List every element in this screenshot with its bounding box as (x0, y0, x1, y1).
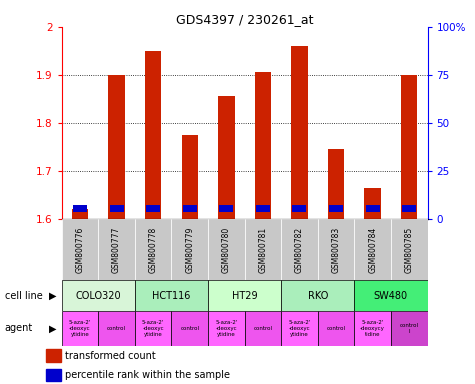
Bar (255, 73, 271, 219)
Bar (318, 311, 354, 346)
Bar (62, 311, 98, 346)
Text: GSM800776: GSM800776 (76, 227, 85, 273)
Bar (366, 205, 380, 212)
Bar (318, 219, 354, 280)
Text: percentile rank within the sample: percentile rank within the sample (65, 370, 230, 380)
Bar (208, 280, 281, 311)
Bar (391, 219, 428, 280)
Text: GSM800777: GSM800777 (112, 227, 121, 273)
Bar (183, 205, 197, 212)
Text: control: control (107, 326, 126, 331)
Text: HT29: HT29 (232, 291, 257, 301)
Bar (354, 280, 428, 311)
Bar (145, 51, 162, 219)
Bar (171, 311, 208, 346)
Text: GSM800780: GSM800780 (222, 227, 231, 273)
Bar (354, 219, 391, 280)
Text: GSM800781: GSM800781 (258, 227, 267, 273)
Text: 5-aza-2'
-deoxyc
ytidine: 5-aza-2' -deoxyc ytidine (142, 320, 164, 337)
Text: HCT116: HCT116 (152, 291, 190, 301)
Bar (328, 149, 344, 219)
Text: cell line: cell line (5, 291, 42, 301)
Text: control: control (254, 326, 273, 331)
Title: GDS4397 / 230261_at: GDS4397 / 230261_at (176, 13, 314, 26)
Text: GSM800778: GSM800778 (149, 227, 158, 273)
Bar (391, 311, 428, 346)
Bar (108, 75, 125, 219)
Bar (401, 75, 418, 219)
Text: control: control (180, 326, 200, 331)
Bar (354, 311, 391, 346)
Text: transformed count: transformed count (65, 351, 156, 361)
Bar (135, 280, 208, 311)
Bar (181, 135, 198, 219)
Text: agent: agent (5, 323, 33, 333)
Bar (256, 205, 270, 212)
Bar (146, 205, 160, 212)
Bar (291, 46, 308, 219)
Text: ▶: ▶ (48, 291, 56, 301)
Text: control
l: control l (399, 323, 419, 334)
Text: 5-aza-2'
-deoxyc
ytidine: 5-aza-2' -deoxyc ytidine (215, 320, 238, 337)
Bar (98, 219, 135, 280)
Text: RKO: RKO (308, 291, 328, 301)
Bar (402, 205, 416, 212)
Bar (110, 205, 124, 212)
Bar (62, 219, 98, 280)
Bar (171, 219, 208, 280)
Text: 5-aza-2'
-deoxyc
ytidine: 5-aza-2' -deoxyc ytidine (69, 320, 91, 337)
Bar (47, 349, 61, 362)
Text: GSM800782: GSM800782 (295, 227, 304, 273)
Bar (208, 311, 245, 346)
Bar (72, 209, 88, 219)
Text: GSM800785: GSM800785 (405, 227, 414, 273)
Bar (47, 369, 61, 381)
Bar (135, 311, 171, 346)
Bar (218, 96, 235, 219)
Text: ▶: ▶ (48, 323, 56, 333)
Bar (281, 311, 318, 346)
Text: 5-aza-2'
-deoxycy
tidine: 5-aza-2' -deoxycy tidine (360, 320, 385, 337)
Bar (98, 311, 135, 346)
Text: SW480: SW480 (374, 291, 408, 301)
Text: 5-aza-2'
-deoxyc
ytidine: 5-aza-2' -deoxyc ytidine (288, 320, 311, 337)
Bar (135, 219, 171, 280)
Text: GSM800784: GSM800784 (368, 227, 377, 273)
Text: COLO320: COLO320 (76, 291, 121, 301)
Bar (208, 219, 245, 280)
Bar (245, 219, 281, 280)
Text: GSM800779: GSM800779 (185, 227, 194, 273)
Bar (293, 205, 306, 212)
Text: control: control (327, 326, 346, 331)
Bar (329, 205, 343, 212)
Bar (245, 311, 281, 346)
Text: GSM800783: GSM800783 (332, 227, 341, 273)
Bar (364, 188, 381, 219)
Bar (62, 280, 135, 311)
Bar (219, 205, 233, 212)
Bar (281, 219, 318, 280)
Bar (73, 205, 87, 212)
Bar (281, 280, 354, 311)
